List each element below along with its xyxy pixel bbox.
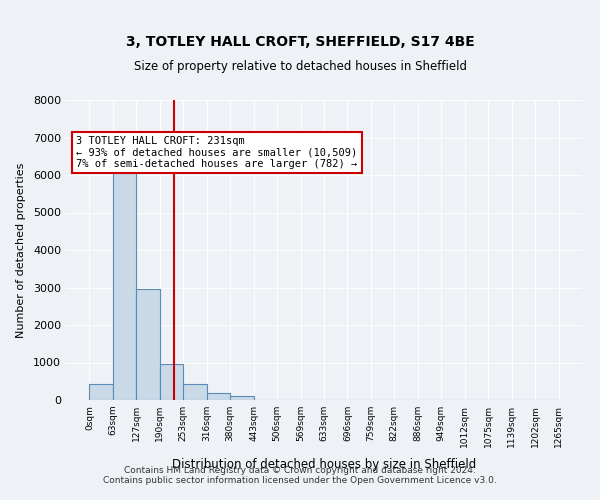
X-axis label: Distribution of detached houses by size in Sheffield: Distribution of detached houses by size … <box>172 458 476 471</box>
Bar <box>183 384 207 400</box>
Text: 3, TOTLEY HALL CROFT, SHEFFIELD, S17 4BE: 3, TOTLEY HALL CROFT, SHEFFIELD, S17 4BE <box>125 35 475 49</box>
Text: 3 TOTLEY HALL CROFT: 231sqm
← 93% of detached houses are smaller (10,509)
7% of : 3 TOTLEY HALL CROFT: 231sqm ← 93% of det… <box>76 136 358 169</box>
Bar <box>136 290 160 400</box>
Bar <box>207 392 230 400</box>
Bar <box>230 396 254 400</box>
Text: Contains HM Land Registry data © Crown copyright and database right 2024.
Contai: Contains HM Land Registry data © Crown c… <box>103 466 497 485</box>
Text: Size of property relative to detached houses in Sheffield: Size of property relative to detached ho… <box>133 60 467 73</box>
Bar <box>89 384 113 400</box>
Y-axis label: Number of detached properties: Number of detached properties <box>16 162 26 338</box>
Bar <box>160 364 183 400</box>
Bar <box>113 162 136 400</box>
